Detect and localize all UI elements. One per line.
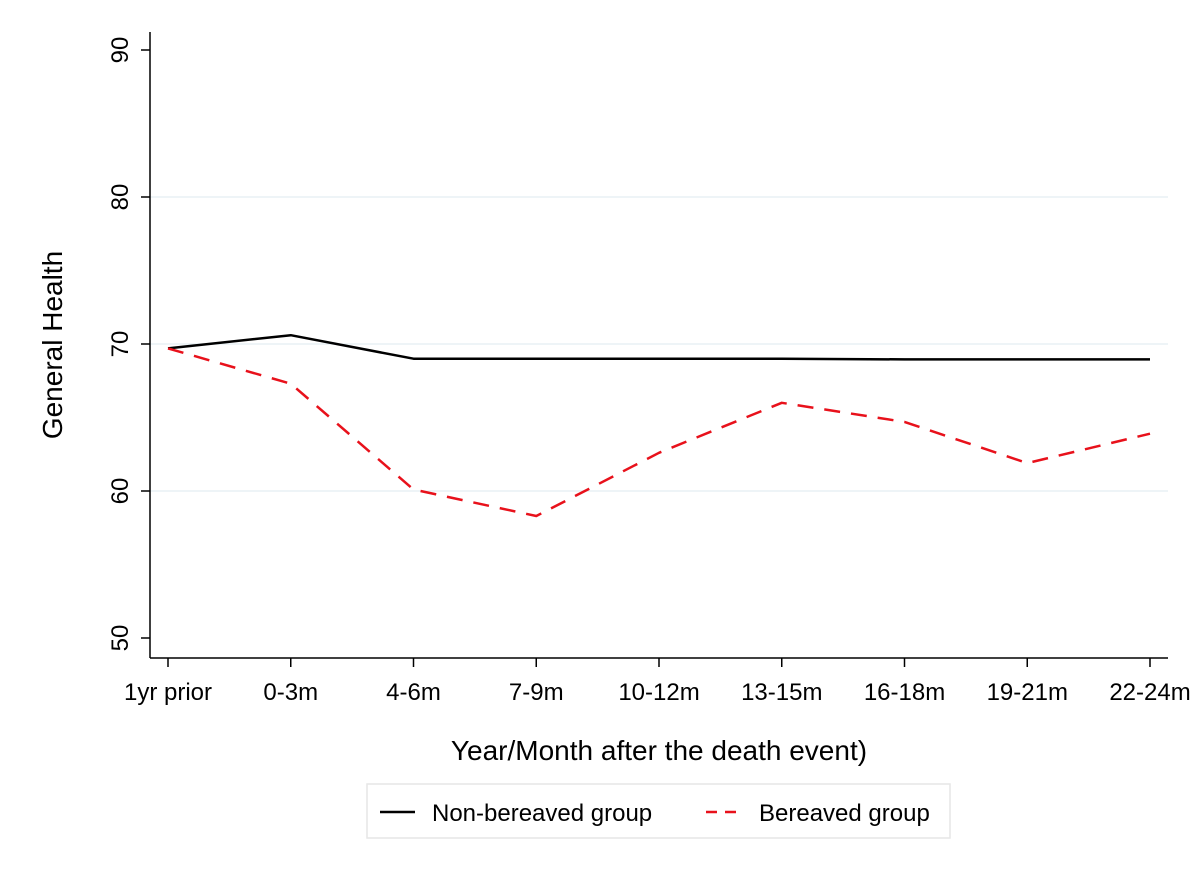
x-tick-label-0: 1yr prior — [124, 679, 212, 706]
y-ticks: 50 60 70 80 90 — [107, 37, 150, 652]
gridlines — [150, 196, 1168, 492]
y-tick-label-60: 60 — [107, 478, 134, 505]
x-axis-title: Year/Month after the death event) — [451, 735, 867, 766]
series-line-non-bereaved — [167, 333, 1150, 361]
x-tick-label-1: 0-3m — [263, 679, 318, 706]
axes — [149, 32, 1168, 659]
x-tick-label-3: 7-9m — [509, 679, 564, 706]
series-lines — [167, 333, 1151, 518]
y-tick-label-80: 80 — [107, 184, 134, 211]
legend-label-non-bereaved: Non-bereaved group — [432, 800, 652, 827]
y-tick-label-90: 90 — [107, 37, 134, 64]
legend-box — [366, 783, 951, 839]
x-tick-label-4: 10-12m — [618, 679, 699, 706]
y-tick-label-50: 50 — [107, 625, 134, 652]
series-line-bereaved — [167, 347, 1151, 518]
x-ticks: 1yr prior 0-3m 4-6m 7-9m 10-12m 13-15m 16-18m 1… — [124, 658, 1191, 706]
x-tick-label-8: 22-24m — [1109, 679, 1190, 706]
x-tick-label-5: 13-15m — [741, 679, 822, 706]
y-axis-title: General Health — [37, 251, 68, 439]
x-tick-label-6: 16-18m — [864, 679, 945, 706]
y-tick-label-70: 70 — [107, 331, 134, 358]
legend-label-bereaved: Bereaved group — [759, 800, 930, 827]
legend: Non-bereaved group Bereaved group — [366, 783, 951, 839]
x-tick-label-7: 19-21m — [987, 679, 1068, 706]
x-tick-label-2: 4-6m — [386, 679, 441, 706]
